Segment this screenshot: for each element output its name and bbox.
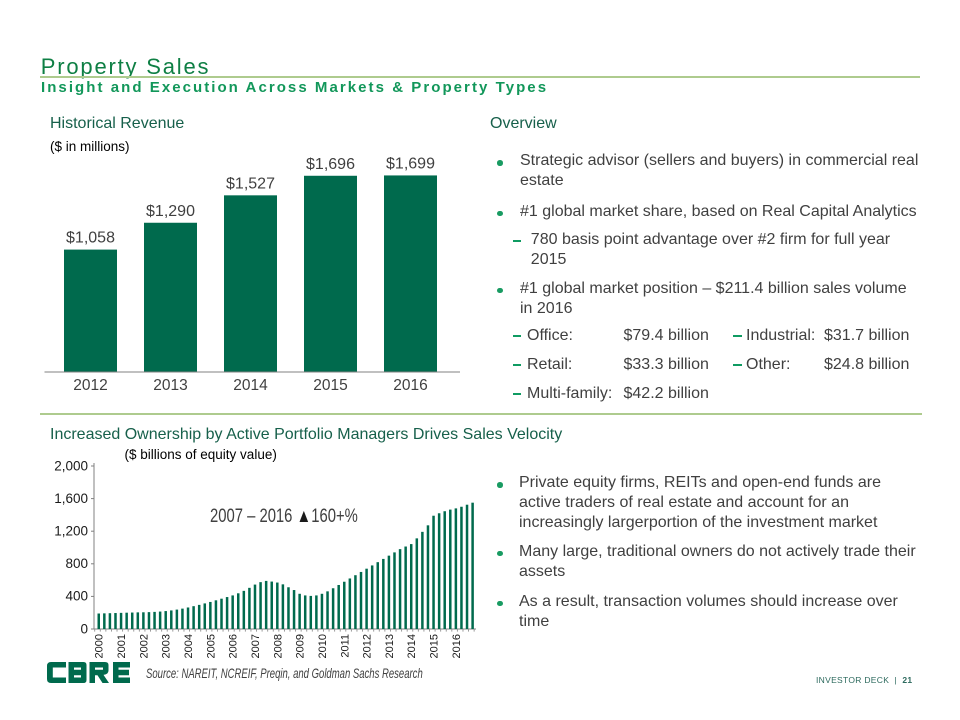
svg-text:1,200: 1,200: [54, 524, 88, 539]
svg-text:2015: 2015: [429, 634, 441, 658]
svg-text:2014: 2014: [233, 377, 268, 394]
svg-text:$1,527: $1,527: [226, 175, 275, 192]
svg-text:2016: 2016: [393, 377, 427, 394]
svg-text:2011: 2011: [339, 634, 351, 658]
svg-text:2014: 2014: [406, 634, 418, 658]
svg-text:2001: 2001: [116, 634, 128, 658]
svg-text:1,600: 1,600: [54, 491, 88, 506]
svg-text:2006: 2006: [228, 634, 240, 658]
svg-text:$1,696: $1,696: [306, 156, 355, 173]
svg-text:$1,058: $1,058: [66, 230, 115, 247]
svg-text:2005: 2005: [205, 634, 217, 658]
svg-text:2007: 2007: [250, 634, 262, 658]
svg-text:2010: 2010: [317, 634, 329, 658]
svg-text:2008: 2008: [272, 634, 284, 658]
svg-text:2013: 2013: [153, 377, 187, 394]
svg-text:2012: 2012: [362, 634, 374, 658]
svg-text:2015: 2015: [313, 377, 347, 394]
svg-text:$1,699: $1,699: [386, 155, 435, 172]
svg-text:2002: 2002: [138, 634, 150, 658]
svg-text:400: 400: [65, 589, 88, 604]
svg-text:$1,290: $1,290: [146, 203, 195, 220]
svg-text:2013: 2013: [384, 634, 396, 658]
svg-text:2004: 2004: [183, 634, 195, 658]
svg-text:2009: 2009: [295, 634, 307, 658]
svg-text:2016: 2016: [451, 634, 463, 658]
svg-text:2,000: 2,000: [54, 458, 88, 473]
svg-text:0: 0: [80, 621, 88, 636]
svg-text:2003: 2003: [161, 634, 173, 658]
svg-text:800: 800: [65, 556, 88, 571]
svg-text:2000: 2000: [94, 634, 106, 658]
svg-text:2012: 2012: [73, 377, 107, 394]
